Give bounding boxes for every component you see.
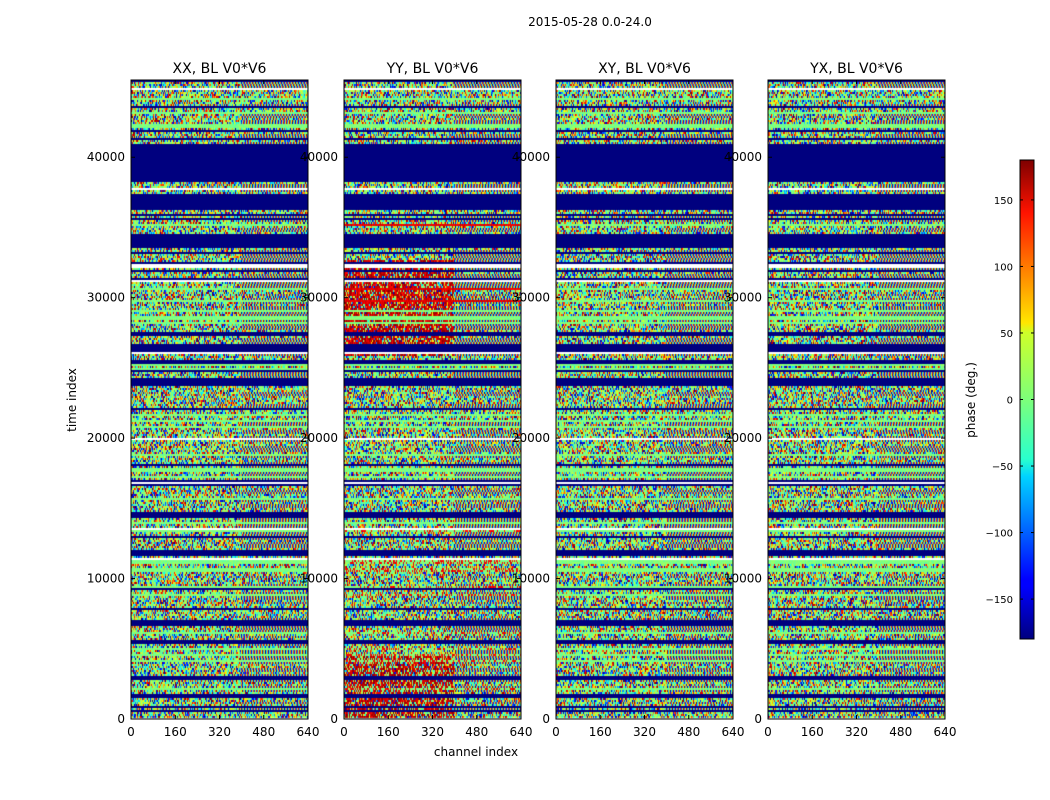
x-tick-label: 160 [377,725,400,739]
colorbar-tick-label: −100 [986,529,1013,540]
x-tick-label: 640 [297,725,320,739]
x-tick-label: 160 [589,725,612,739]
colorbar-tick-label: 100 [994,262,1013,273]
y-tick-label: 40000 [300,150,338,164]
x-tick-label: 480 [677,725,700,739]
y-tick-label: 40000 [724,150,762,164]
x-tick-label: 480 [252,725,275,739]
y-tick-label: 30000 [512,291,550,305]
x-tick-label: 320 [421,725,444,739]
y-tick-label: 20000 [724,431,762,445]
y-axis-label: time index [65,368,79,432]
x-tick-label: 0 [764,725,772,739]
y-tick-label: 40000 [512,150,550,164]
panel-yx: YX, BL V0*V6 0 160 320 480 640 0 10000 20000 3000… [724,61,957,739]
y-tick-label: 0 [754,712,762,726]
x-tick-label: 320 [633,725,656,739]
y-tick-label: 10000 [87,572,125,586]
y-tick-label: 30000 [724,291,762,305]
panel-title-xx: XX, BL V0*V6 [173,61,267,77]
panel-yy: YY, BL V0*V6 0 160 320 480 640 0 10000 20000 3000… [300,61,533,739]
y-tick-label: 10000 [724,572,762,586]
colorbar: 150 100 50 0 −50 −100 −150 phase (deg.) [964,159,1035,640]
colorbar-tick-label: 50 [1000,329,1013,340]
x-tick-label: 0 [552,725,560,739]
x-tick-label: 0 [340,725,348,739]
y-tick-label: 20000 [87,431,125,445]
y-tick-label: 0 [117,712,125,726]
x-tick-label: 640 [722,725,745,739]
heatmap-xy [556,80,733,719]
y-tick-label: 0 [330,712,338,726]
y-tick-label: 10000 [300,572,338,586]
panel-title-xy: XY, BL V0*V6 [598,61,691,77]
colorbar-tick-label: −50 [992,462,1013,473]
colorbar-label: phase (deg.) [964,362,978,438]
x-tick-label: 640 [510,725,533,739]
y-tick-label: 40000 [87,150,125,164]
colorbar-tick-label: 150 [994,196,1013,207]
chart-title: 2015-05-28 0.0-24.0 [528,15,652,29]
heatmap-yy [344,80,521,719]
panel-xy: XY, BL V0*V6 0 160 320 480 640 0 10000 20000 3000… [512,61,745,739]
y-tick-label: 0 [542,712,550,726]
heatmap-yx [768,80,945,719]
y-tick-label: 30000 [87,291,125,305]
x-tick-label: 0 [127,725,135,739]
x-tick-label: 160 [164,725,187,739]
x-tick-label: 480 [465,725,488,739]
panel-title-yx: YX, BL V0*V6 [809,61,903,77]
heatmap-xx [131,80,308,719]
y-tick-label: 30000 [300,291,338,305]
x-axis-label: channel index [434,745,518,759]
colorbar-tick-label: −150 [986,595,1013,606]
x-tick-label: 640 [934,725,957,739]
x-tick-label: 320 [208,725,231,739]
y-tick-label: 10000 [512,572,550,586]
x-tick-label: 320 [845,725,868,739]
y-tick-label: 20000 [300,431,338,445]
panel-title-yy: YY, BL V0*V6 [386,61,479,77]
colorbar-tick-label: 0 [1007,396,1013,407]
x-tick-label: 480 [889,725,912,739]
panel-xx: XX, BL V0*V6 0 160 320 480 640 0 10000 20000 3000… [87,61,320,739]
y-tick-label: 20000 [512,431,550,445]
x-tick-label: 160 [801,725,824,739]
